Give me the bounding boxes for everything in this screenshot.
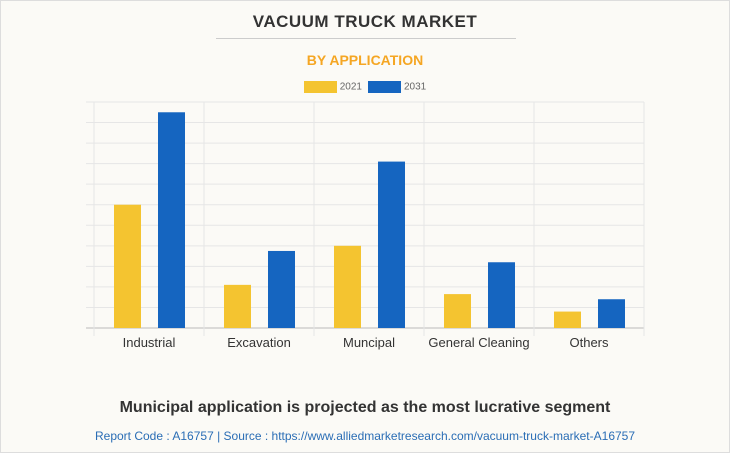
- x-tick-label: Muncipal: [343, 335, 395, 350]
- chart-title: VACUUM TRUCK MARKET: [252, 12, 478, 31]
- legend-label: 2031: [404, 81, 427, 93]
- legend-item-2031[interactable]: 2031: [368, 81, 426, 93]
- legend-swatch-2031: [368, 81, 401, 93]
- x-tick-label: General Cleaning: [428, 335, 529, 350]
- bar-2031-general-cleaning: [488, 262, 515, 328]
- plot-area: Industrial Excavation Muncipal General Clea…: [86, 101, 645, 350]
- x-tick-label: Excavation: [227, 335, 291, 350]
- legend-swatch-2021: [303, 81, 337, 93]
- headline: Municipal application is projected as th…: [119, 399, 611, 416]
- legend-item-2021[interactable]: 2021: [303, 81, 362, 93]
- source-line: Report Code : A16757 | Source : https://…: [94, 429, 636, 443]
- bar-2031-industrial: [158, 112, 185, 328]
- title-divider: [216, 38, 516, 39]
- bar-2021-general-cleaning: [444, 294, 471, 328]
- chart-subtitle: BY APPLICATION: [306, 52, 424, 68]
- legend: 2021 2031: [1, 81, 729, 93]
- legend-label: 2021: [339, 81, 362, 93]
- bar-2021-others: [554, 311, 581, 328]
- bar-2021-industrial: [114, 204, 141, 328]
- x-tick-label: Industrial: [123, 335, 176, 350]
- bar-2031-excavation: [268, 250, 295, 328]
- bar-2031-others: [598, 299, 625, 328]
- x-tick-label: Others: [569, 335, 609, 350]
- bar-2021-excavation: [224, 284, 251, 328]
- bar-2031-muncipal: [378, 161, 405, 328]
- bar-2021-muncipal: [334, 245, 361, 328]
